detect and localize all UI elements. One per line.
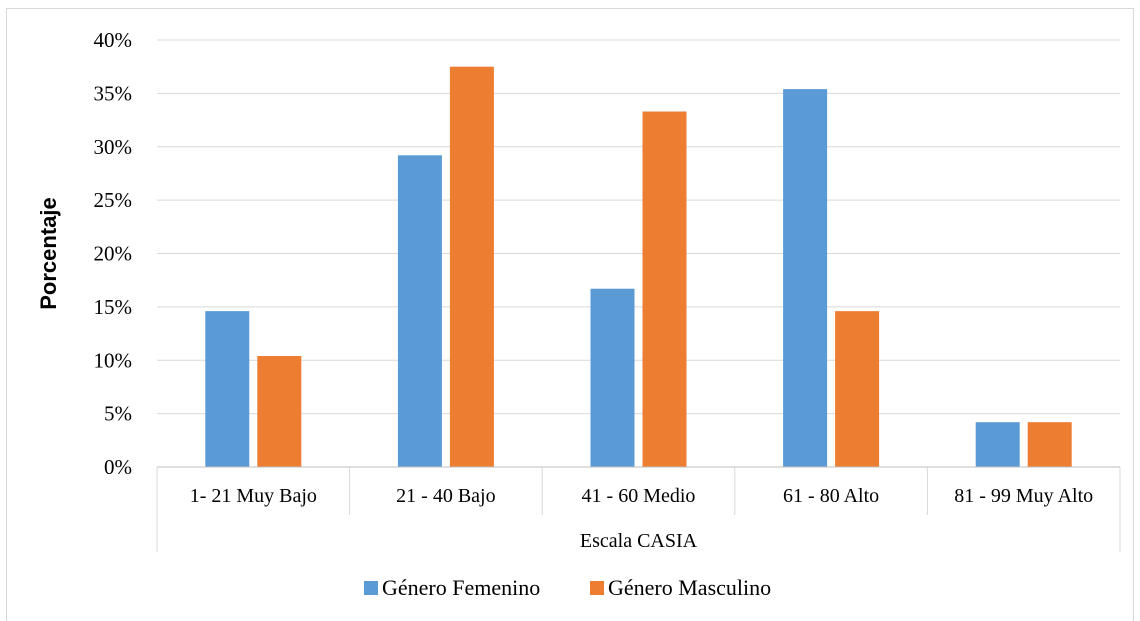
x-tick-label: 1- 21 Muy Bajo	[190, 485, 317, 507]
chart-frame	[6, 8, 1134, 621]
y-tick-label: 40%	[94, 28, 133, 52]
bar-masculino	[257, 355, 302, 467]
y-tick-label: 15%	[94, 295, 133, 319]
legend-label: Género Femenino	[382, 575, 540, 600]
bar-femenino	[590, 288, 635, 467]
bar-masculino	[835, 311, 880, 467]
bar-masculino	[1027, 422, 1072, 467]
y-axis-title: Porcentaje	[36, 197, 61, 310]
x-tick-label: 61 - 80 Alto	[783, 485, 879, 507]
legend-swatch	[590, 581, 604, 595]
legend-swatch	[364, 581, 378, 595]
x-tick-label: 21 - 40 Bajo	[396, 485, 495, 507]
x-tick-label: 81 - 99 Muy Alto	[954, 485, 1093, 507]
y-tick-label: 20%	[94, 242, 133, 266]
legend-label: Género Masculino	[608, 575, 771, 600]
bar-femenino	[397, 155, 442, 468]
gridlines	[157, 39, 1120, 468]
bar-femenino	[975, 422, 1020, 467]
bars	[205, 66, 1072, 468]
y-tick-label: 5%	[104, 402, 132, 426]
bar-masculino	[449, 66, 494, 467]
x-axis-title: Escala CASIA	[580, 530, 698, 552]
x-axis: 1- 21 Muy Bajo 21 - 40 Bajo 41 - 60 Medio 6…	[156, 466, 1121, 552]
legend: Género Femenino Género Masculino	[364, 575, 771, 600]
y-tick-label: 0%	[104, 455, 132, 479]
y-tick-label: 30%	[94, 135, 133, 159]
bar-femenino	[205, 311, 250, 467]
y-axis-ticks: 0% 5% 10% 15% 20% 25% 30% 35% 40%	[94, 28, 133, 479]
bar-masculino	[642, 111, 687, 468]
x-tick-label: 41 - 60 Medio	[582, 485, 696, 507]
y-tick-label: 10%	[94, 348, 133, 372]
y-tick-label: 35%	[94, 81, 133, 105]
bar-femenino	[783, 89, 828, 467]
y-tick-label: 25%	[94, 188, 133, 212]
